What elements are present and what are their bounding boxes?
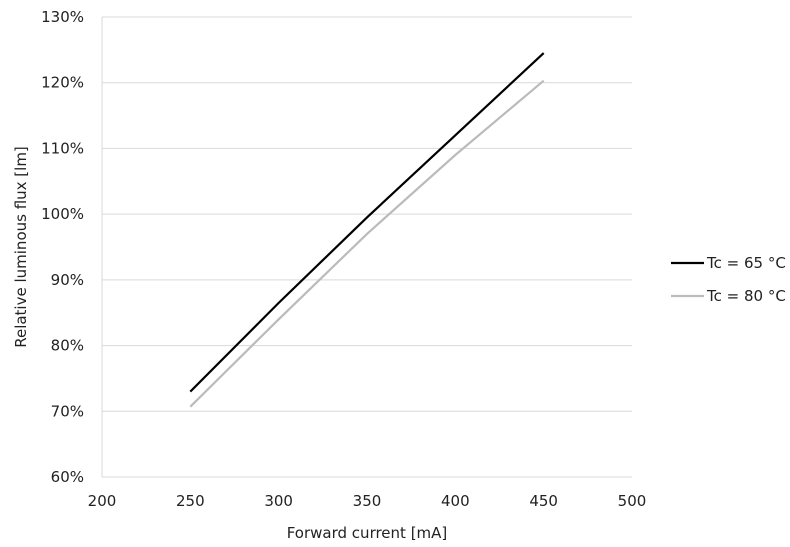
series-lines	[189, 52, 545, 408]
x-tick-label: 350	[353, 492, 382, 510]
series-line-2	[189, 79, 545, 408]
y-tick-label: 130%	[41, 8, 84, 26]
y-tick-label: 100%	[41, 205, 84, 223]
y-tick-label: 60%	[51, 468, 84, 486]
y-tick-label: 110%	[41, 139, 84, 157]
legend-label-1: Tc = 65 °C	[706, 254, 786, 272]
series-line-1	[189, 52, 545, 393]
x-axis-ticks: 200 250 300 350 400 450 500	[88, 492, 647, 510]
y-axis-ticks: 60% 70% 80% 90% 100% 110% 120% 130%	[41, 8, 84, 486]
y-tick-label: 80%	[51, 337, 84, 355]
x-axis-title: Forward current [mA]	[287, 524, 448, 542]
y-axis-title: Relative luminous flux [lm]	[12, 146, 30, 348]
x-tick-label: 250	[176, 492, 205, 510]
x-tick-label: 450	[529, 492, 558, 510]
x-tick-label: 300	[264, 492, 293, 510]
legend: Tc = 65 °C Tc = 80 °C	[671, 254, 786, 305]
legend-label-2: Tc = 80 °C	[706, 287, 786, 305]
x-tick-label: 400	[441, 492, 470, 510]
y-tick-label: 90%	[51, 271, 84, 289]
y-tick-label: 70%	[51, 402, 84, 420]
y-tick-label: 120%	[41, 74, 84, 92]
x-tick-label: 200	[88, 492, 117, 510]
x-tick-label: 500	[618, 492, 647, 510]
gridlines	[102, 16, 632, 412]
axes	[101, 17, 632, 478]
